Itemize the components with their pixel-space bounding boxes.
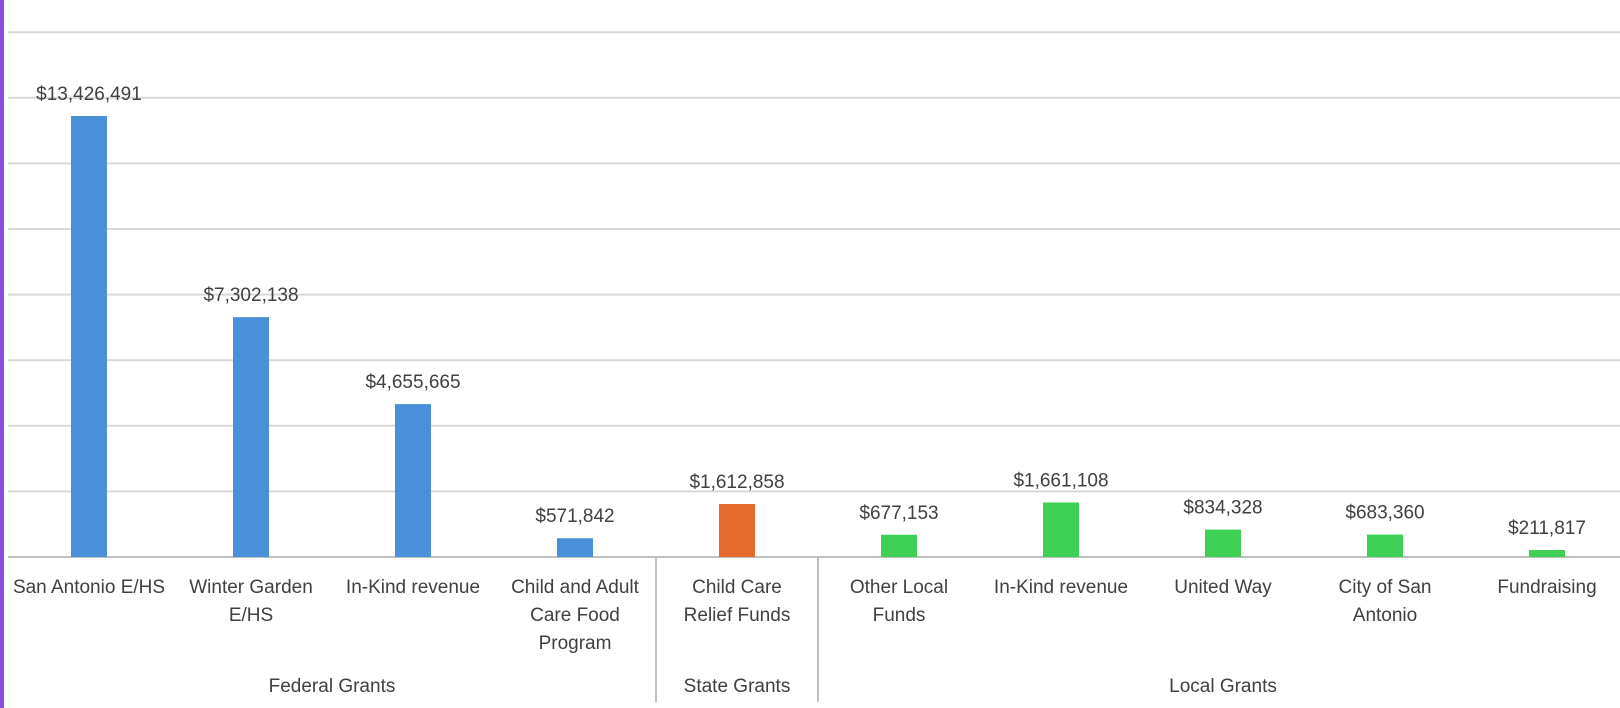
bar — [881, 534, 917, 557]
x-tick-label: Other Local Funds — [850, 577, 948, 626]
bar — [1529, 550, 1565, 557]
group-label: Federal Grants — [269, 676, 396, 697]
data-label: $211,817 — [1508, 518, 1586, 539]
bar — [719, 504, 755, 557]
data-label: $4,655,665 — [365, 372, 460, 393]
x-tick-label: San Antonio E/HS — [13, 577, 165, 598]
x-tick-label: Child Care Relief Funds — [684, 577, 791, 626]
data-label: $834,328 — [1183, 498, 1262, 519]
group-label: State Grants — [684, 676, 791, 697]
group-label: Local Grants — [1169, 676, 1277, 697]
x-tick-label: In-Kind revenue — [994, 577, 1128, 598]
bar — [71, 116, 107, 557]
x-tick-label: Fundraising — [1497, 577, 1596, 598]
data-label: $13,426,491 — [36, 84, 142, 105]
x-tick-label: In-Kind revenue — [346, 577, 480, 598]
data-label: $1,661,108 — [1013, 470, 1108, 491]
bar — [557, 538, 593, 557]
x-tick-label: City of San Antonio — [1339, 577, 1432, 626]
data-label: $571,842 — [535, 506, 614, 527]
bar — [1043, 502, 1079, 557]
x-tick-label: Winter Garden E/HS — [189, 577, 313, 626]
data-label: $683,360 — [1345, 503, 1424, 524]
data-label: $7,302,138 — [203, 285, 298, 306]
x-tick-label: United Way — [1174, 577, 1272, 598]
bar — [233, 317, 269, 557]
bar — [1205, 529, 1241, 557]
x-tick-label: Child and Adult Care Food Program — [511, 577, 640, 654]
data-label: $1,612,858 — [689, 472, 784, 493]
bar — [1367, 534, 1403, 557]
bar — [395, 404, 431, 557]
data-label: $677,153 — [859, 503, 938, 524]
